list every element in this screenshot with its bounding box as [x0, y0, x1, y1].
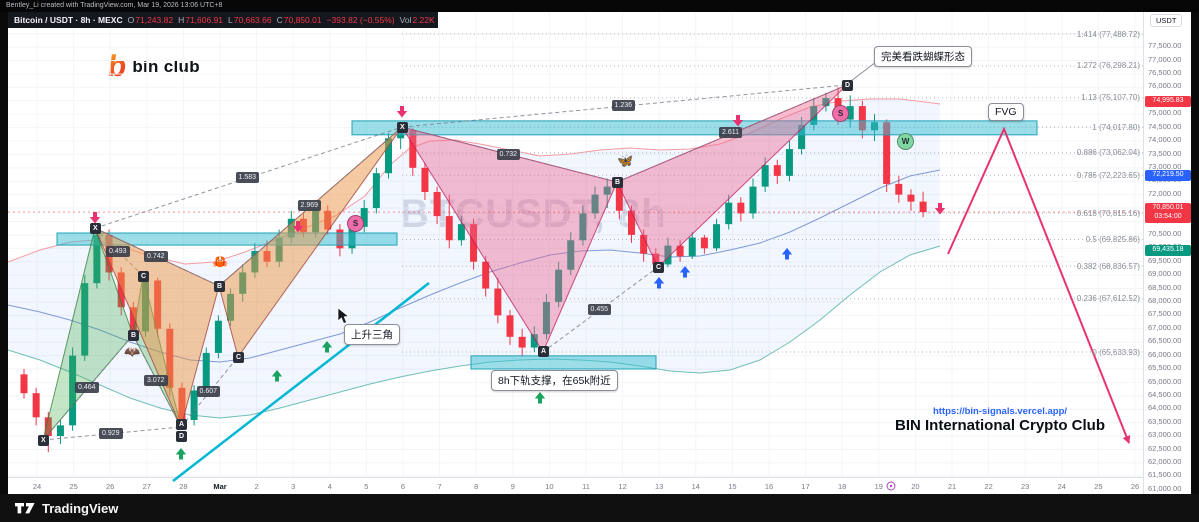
price-tick-label: 77,000.00 — [1148, 54, 1182, 64]
price-tick-label: 69,000.00 — [1148, 269, 1182, 279]
bin-club-logo: b bin club — [105, 50, 200, 83]
price-tick-label: 70,500.00 — [1148, 228, 1182, 238]
price-tick-label: 72,000.00 — [1148, 188, 1182, 198]
price-tick-label: 75,500.00 — [1148, 94, 1182, 104]
price-tick-label: 72,500.00 — [1148, 175, 1182, 185]
close-label: C — [276, 15, 283, 25]
price-tick-label: 67,000.00 — [1148, 322, 1182, 332]
price-tick-label: 67,500.00 — [1148, 309, 1182, 319]
bin-club-logo-icon: b — [105, 50, 129, 83]
low-value: 70,663.66 — [233, 15, 272, 25]
price-tick-label: 68,000.00 — [1148, 296, 1182, 306]
open-label: O — [127, 15, 135, 25]
high-label: H — [178, 15, 185, 25]
club-title: BIN International Crypto Club — [895, 417, 1105, 434]
currency-chip[interactable]: USDT — [1150, 14, 1183, 27]
signals-url-link[interactable]: https://bin-signals.vercel.app/ — [932, 406, 1068, 417]
chart-watermark: BTCUSDT, 8h — [400, 192, 667, 236]
low-label: L — [228, 15, 233, 25]
price-tick-label: 69,500.00 — [1148, 255, 1182, 265]
price-tick-label: 64,000.00 — [1148, 403, 1182, 413]
time-axis[interactable] — [8, 477, 1143, 494]
price-tick-label: 62,500.00 — [1148, 443, 1182, 453]
price-tick-label: 76,500.00 — [1148, 68, 1182, 78]
attribution-bar: Bentley_Li created with TradingView.com,… — [0, 0, 1199, 12]
price-tick-label: 64,500.00 — [1148, 389, 1182, 399]
price-tick-label: 66,500.00 — [1148, 336, 1182, 346]
price-tick-label: 71,500.00 — [1148, 202, 1182, 212]
price-tick-label: 73,000.00 — [1148, 161, 1182, 171]
high-value: 71,606.91 — [185, 15, 224, 25]
open-value: 71,243.82 — [135, 15, 174, 25]
price-tick-label: 74,500.00 — [1148, 121, 1182, 131]
price-tick-label: 71,000.00 — [1148, 215, 1182, 225]
symbol-title[interactable]: Bitcoin / USDT · 8h · MEXC — [14, 15, 123, 25]
footer-bar: TradingView — [0, 494, 1199, 522]
price-tick-label: 66,000.00 — [1148, 349, 1182, 359]
price-tick-label: 68,500.00 — [1148, 282, 1182, 292]
price-tick-label: 73,500.00 — [1148, 148, 1182, 158]
tradingview-brand[interactable]: TradingView — [42, 500, 119, 516]
price-tick-label: 63,000.00 — [1148, 430, 1182, 440]
price-tick-label: 62,000.00 — [1148, 456, 1182, 466]
volume-label: Vol — [399, 15, 412, 25]
bin-club-logo-text: bin club — [132, 57, 200, 76]
price-tick-label: 61,500.00 — [1148, 470, 1182, 480]
price-tick-label: 63,500.00 — [1148, 416, 1182, 426]
price-tick-label: 76,000.00 — [1148, 81, 1182, 91]
attribution-text: Bentley_Li created with TradingView.com,… — [6, 2, 223, 9]
close-value: 70,850.01 — [283, 15, 322, 25]
change-value: −393.82 (−0.55%) — [326, 15, 395, 25]
price-tick-label: 70,000.00 — [1148, 242, 1182, 252]
tradingview-icon[interactable] — [14, 500, 36, 516]
price-tick-label: 77,500.00 — [1148, 41, 1182, 51]
price-tick-label: 61,000.00 — [1148, 483, 1182, 493]
volume-value: 2.22K — [412, 15, 435, 25]
price-tick-label: 65,500.00 — [1148, 363, 1182, 373]
price-tick-label: 65,000.00 — [1148, 376, 1182, 386]
price-tick-label: 75,000.00 — [1148, 108, 1182, 118]
price-tick-label: 74,000.00 — [1148, 135, 1182, 145]
